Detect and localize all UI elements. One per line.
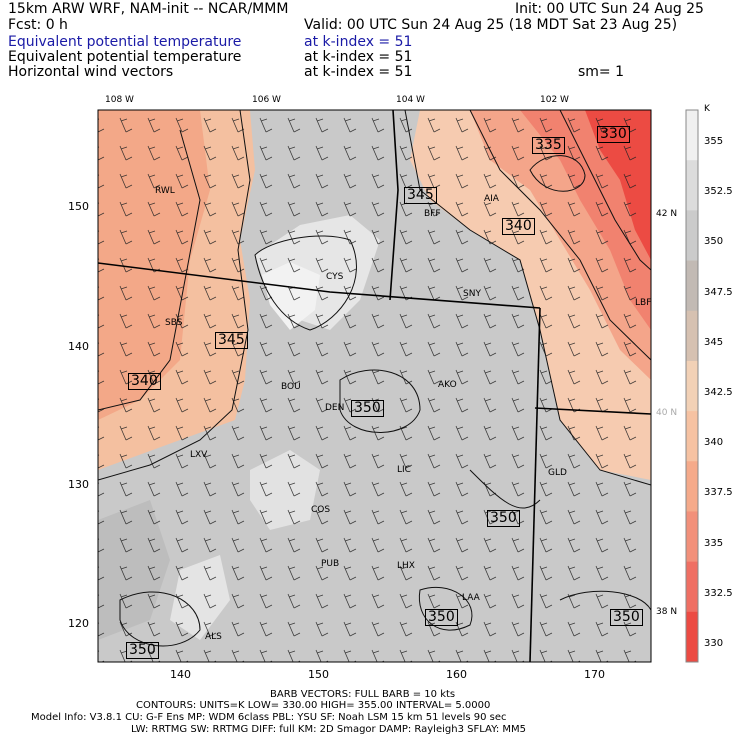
y-tick-130: 130 — [68, 478, 89, 491]
colorbar-label: 342.5 — [704, 387, 733, 398]
x-tick-150: 150 — [308, 668, 329, 681]
lat-label-42n: 42 N — [656, 209, 678, 219]
colorbar-swatch — [686, 461, 698, 512]
colorbar-swatch — [686, 360, 698, 412]
colorbar — [685, 109, 699, 663]
contours-note: CONTOURS: UNITS=K LOW= 330.00 HIGH= 355.… — [136, 700, 491, 711]
colorbar-swatch — [686, 110, 698, 161]
colorbar-label: 337.5 — [704, 487, 733, 499]
station-laa: LAA — [462, 593, 480, 603]
map-frame — [97, 109, 652, 663]
contour-label-350-center: 350 — [351, 400, 384, 417]
lat-label-38n: 38 N — [656, 607, 678, 617]
field-3-level: at k-index = 51 — [304, 64, 413, 80]
barb-vectors-note: BARB VECTORS: FULL BARB = 10 kts — [270, 689, 456, 700]
contour-label-335: 335 — [532, 137, 565, 154]
x-tick-140: 140 — [170, 668, 191, 681]
field-3-name: Horizontal wind vectors — [8, 64, 174, 80]
station-bou: BOU — [281, 382, 301, 392]
contour-label-350-southwest: 350 — [126, 642, 159, 659]
contour-label-340-east: 340 — [502, 218, 535, 235]
colorbar-label: 335 — [704, 537, 724, 549]
y-tick-120: 120 — [68, 617, 89, 630]
colorbar-label: 345 — [704, 336, 724, 348]
station-sny: SNY — [463, 289, 481, 299]
init-time: Init: 00 UTC Sun 24 Aug 25 — [515, 1, 704, 17]
station-sbs: SBS — [165, 318, 183, 328]
field-2-level: at k-index = 51 — [304, 49, 413, 65]
lon-label-106w: 106 W — [252, 95, 281, 105]
colorbar-label: 347.5 — [704, 286, 733, 298]
station-bff: BFF — [424, 209, 441, 219]
lon-label-104w: 104 W — [396, 95, 425, 105]
y-tick-140: 140 — [68, 340, 89, 353]
colorbar-swatch — [686, 260, 698, 312]
station-den: DEN — [325, 403, 345, 413]
station-lic: LIC — [397, 465, 411, 475]
theta-e-field — [98, 110, 651, 662]
contour-label-350-south: 350 — [425, 609, 458, 626]
colorbar-swatch — [686, 611, 698, 663]
forecast-hour: Fcst: 0 h — [8, 17, 68, 33]
colorbar-swatch — [686, 310, 698, 362]
colorbar-swatch — [686, 160, 698, 211]
colorbar-frame — [685, 109, 699, 663]
colorbar-label: 332.5 — [704, 587, 733, 599]
station-lbf: LBF — [635, 298, 652, 308]
station-pub: PUB — [321, 559, 340, 569]
colorbar-label: 352.5 — [704, 186, 733, 198]
station-gld: GLD — [548, 468, 567, 478]
contour-label-330: 330 — [597, 126, 630, 143]
station-cys: CYS — [326, 272, 344, 282]
station-lxv: LXV — [190, 450, 208, 460]
colorbar-label: 355 — [704, 136, 724, 148]
station-als: ALS — [205, 632, 222, 642]
colorbar-swatch — [686, 210, 698, 262]
field-2-name: Equivalent potential temperature — [8, 49, 242, 65]
station-ako: AKO — [438, 380, 457, 390]
model-title: 15km ARW WRF, NAM-init -- NCAR/MMM — [8, 1, 289, 17]
x-tick-160: 160 — [446, 668, 467, 681]
station-aia: AIA — [484, 194, 499, 204]
colorbar-label: 340 — [704, 437, 724, 449]
colorbar-swatch — [686, 561, 698, 613]
station-cos: COS — [311, 505, 331, 515]
field-1-level: at k-index = 51 — [304, 34, 413, 50]
station-lhx: LHX — [397, 561, 415, 571]
contour-label-345-north: 345 — [404, 187, 437, 204]
field-1-name: Equivalent potential temperature — [8, 34, 242, 50]
valid-time: Valid: 00 UTC Sun 24 Aug 25 (18 MDT Sat … — [304, 17, 678, 33]
model-info: Model Info: V3.8.1 CU: G-F Ens MP: WDM 6… — [31, 712, 507, 723]
contour-label-340-west: 340 — [128, 373, 161, 390]
y-tick-150: 150 — [68, 200, 89, 213]
colorbar-unit: K — [704, 104, 710, 114]
model-info-2: LW: RRTMG SW: RRTMG DIFF: full KM: 2D Sm… — [131, 724, 527, 735]
contour-label-350-east: 350 — [487, 510, 520, 527]
station-rwl: RWL — [155, 186, 175, 196]
smoothing: sm= 1 — [578, 64, 625, 80]
colorbar-label: 330 — [704, 637, 724, 649]
contour-label-350-southeast: 350 — [610, 609, 643, 626]
colorbar-swatch — [686, 411, 698, 462]
x-tick-170: 170 — [584, 668, 605, 681]
colorbar-label: 350 — [704, 236, 724, 248]
lon-label-108w: 108 W — [105, 95, 134, 105]
lat-label-40n: 40 N — [656, 408, 678, 418]
lon-label-102w: 102 W — [540, 95, 569, 105]
contour-label-345-west: 345 — [215, 332, 248, 349]
colorbar-swatch — [686, 511, 698, 563]
